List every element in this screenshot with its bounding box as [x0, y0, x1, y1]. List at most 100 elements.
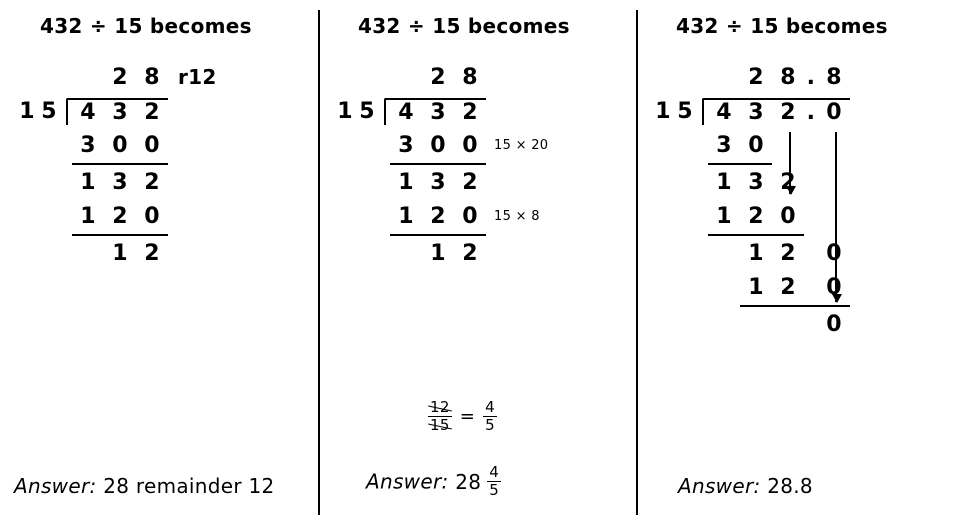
work-cell: 3: [708, 133, 740, 158]
step-row: 1 3 2: [334, 165, 548, 199]
panel1-longdivision: 2 8 r12 1 5 4 3 2 3: [16, 60, 217, 270]
work-cell: 0: [454, 204, 486, 229]
work-cell: 1: [72, 170, 104, 195]
work-cell: 0: [740, 133, 772, 158]
fraction-num: 4: [483, 400, 497, 415]
quotient-row: 2 8: [334, 60, 548, 94]
step-row: 1 2 0: [16, 199, 217, 233]
work-cell: 1: [708, 170, 740, 195]
quotient-cell: [72, 65, 104, 90]
fraction-rhs: 4 5: [483, 400, 497, 433]
bring-down-arrow: [789, 132, 791, 194]
dividend-cell: 4: [72, 100, 104, 125]
work-cell: 2: [136, 170, 168, 195]
answer-label: Answer:: [678, 474, 761, 498]
dividend-cell: 4: [390, 100, 422, 125]
step-annotation: 15 × 8: [494, 209, 540, 224]
divisor-dividend-row: 1 5 4 3 2: [334, 94, 548, 128]
work-cell: 2: [740, 204, 772, 229]
work-cell: 1: [72, 204, 104, 229]
panel3-header: 432 ÷ 15 becomes: [676, 14, 888, 38]
division-bracket: 4 3 2: [66, 98, 168, 125]
panel2-answer: Answer: 28 4 5: [366, 465, 503, 498]
panel1-answer: Answer: 28 remainder 12: [14, 474, 275, 498]
step-row: 3 0: [652, 128, 850, 162]
panel3-answer: Answer: 28.8: [678, 474, 813, 498]
dividend-cell: 3: [740, 100, 772, 125]
step-row: 1 3 2: [652, 165, 850, 199]
divisor-cell: 1: [652, 99, 674, 124]
work-cell: 2: [772, 275, 804, 300]
divisor-dividend-row: 1 5 4 3 2: [16, 94, 217, 128]
answer-label: Answer:: [366, 470, 449, 494]
step-row: 1 2 0: [652, 270, 850, 304]
panel2-header: 432 ÷ 15 becomes: [358, 14, 570, 38]
quotient-cell: 2: [104, 65, 136, 90]
answer-value: 28.8: [767, 474, 813, 498]
divisor: 1 5: [334, 99, 378, 124]
work-cell: 2: [454, 241, 486, 266]
step-row: 1 2: [16, 236, 217, 270]
divisor-cell: 1: [334, 99, 356, 124]
fraction-den: 5: [483, 418, 497, 433]
strike: 12: [430, 400, 450, 415]
work-cell: 0: [454, 133, 486, 158]
panel2-longdivision: 2 8 1 5 4 3 2 3 0 0 15 × 20: [334, 60, 548, 270]
quotient-cell: 8: [818, 65, 850, 90]
step-row: 1 2 0: [652, 236, 850, 270]
strike: 15: [430, 418, 450, 433]
work-cell: 2: [104, 204, 136, 229]
fraction-simplify: 12 15 = 4 5: [426, 400, 499, 433]
page: 432 ÷ 15 becomes 2 8 r12 1 5: [0, 0, 954, 528]
dividend-cell: 0: [818, 100, 850, 125]
step-row: 1 2: [334, 236, 548, 270]
work-cell: 0: [104, 133, 136, 158]
work-cell: 2: [772, 241, 804, 266]
work-cell: 3: [72, 133, 104, 158]
step-row: 1 2 0: [652, 199, 850, 233]
dividend-cell: 2: [136, 100, 168, 125]
quotient-cell: 8: [136, 65, 168, 90]
work-cell: 3: [104, 170, 136, 195]
dividend-cell: 4: [708, 100, 740, 125]
work-cell: 3: [390, 133, 422, 158]
dividend-cell: 2: [772, 100, 804, 125]
remainder-tag: r12: [178, 65, 217, 89]
divisor-cell: 5: [356, 99, 378, 124]
work-cell: 0: [136, 204, 168, 229]
dividend-cell: 3: [104, 100, 136, 125]
step-row: 3 0 0 15 × 20: [334, 128, 548, 162]
panel1-header: 432 ÷ 15 becomes: [40, 14, 252, 38]
fraction-lhs: 12 15: [428, 400, 452, 433]
panel-remainder: 432 ÷ 15 becomes 2 8 r12 1 5: [0, 0, 318, 528]
fraction-num: 4: [487, 465, 501, 480]
work-cell: 0: [422, 133, 454, 158]
division-bracket: 4 3 2 . 0: [702, 98, 850, 125]
work-cell: 1: [390, 170, 422, 195]
work-cell: 3: [422, 170, 454, 195]
quotient-cell: 8: [772, 65, 804, 90]
work-cell: 0: [136, 133, 168, 158]
divisor: 1 5: [652, 99, 696, 124]
dividend-cell: 3: [422, 100, 454, 125]
quotient-cell: 2: [422, 65, 454, 90]
work-cell: 3: [740, 170, 772, 195]
divisor-dividend-row: 1 5 4 3 2 . 0: [652, 94, 850, 128]
divisor-cell: 1: [16, 99, 38, 124]
work-cell: 0: [772, 204, 804, 229]
quotient-cell: 8: [454, 65, 486, 90]
step-row: 0: [652, 307, 850, 341]
panel3-longdivision: 2 8 . 8 1 5 4 3 2 . 0: [652, 60, 850, 341]
division-bracket: 4 3 2: [384, 98, 486, 125]
answer-fraction: 4 5: [487, 465, 501, 498]
fraction-den: 5: [487, 483, 501, 498]
step-row: 3 0 0: [16, 128, 217, 162]
panel-decimal: 432 ÷ 15 becomes 2 8 . 8 1 5 4 3 2: [636, 0, 954, 528]
panel-fraction: 432 ÷ 15 becomes 2 8 1 5 4 3 2: [318, 0, 636, 528]
work-cell: 1: [390, 204, 422, 229]
work-cell: 1: [104, 241, 136, 266]
work-cell: 0: [818, 241, 850, 266]
work-cell: 1: [708, 204, 740, 229]
answer-whole: 28: [455, 470, 481, 494]
decimal-point: .: [804, 100, 818, 125]
